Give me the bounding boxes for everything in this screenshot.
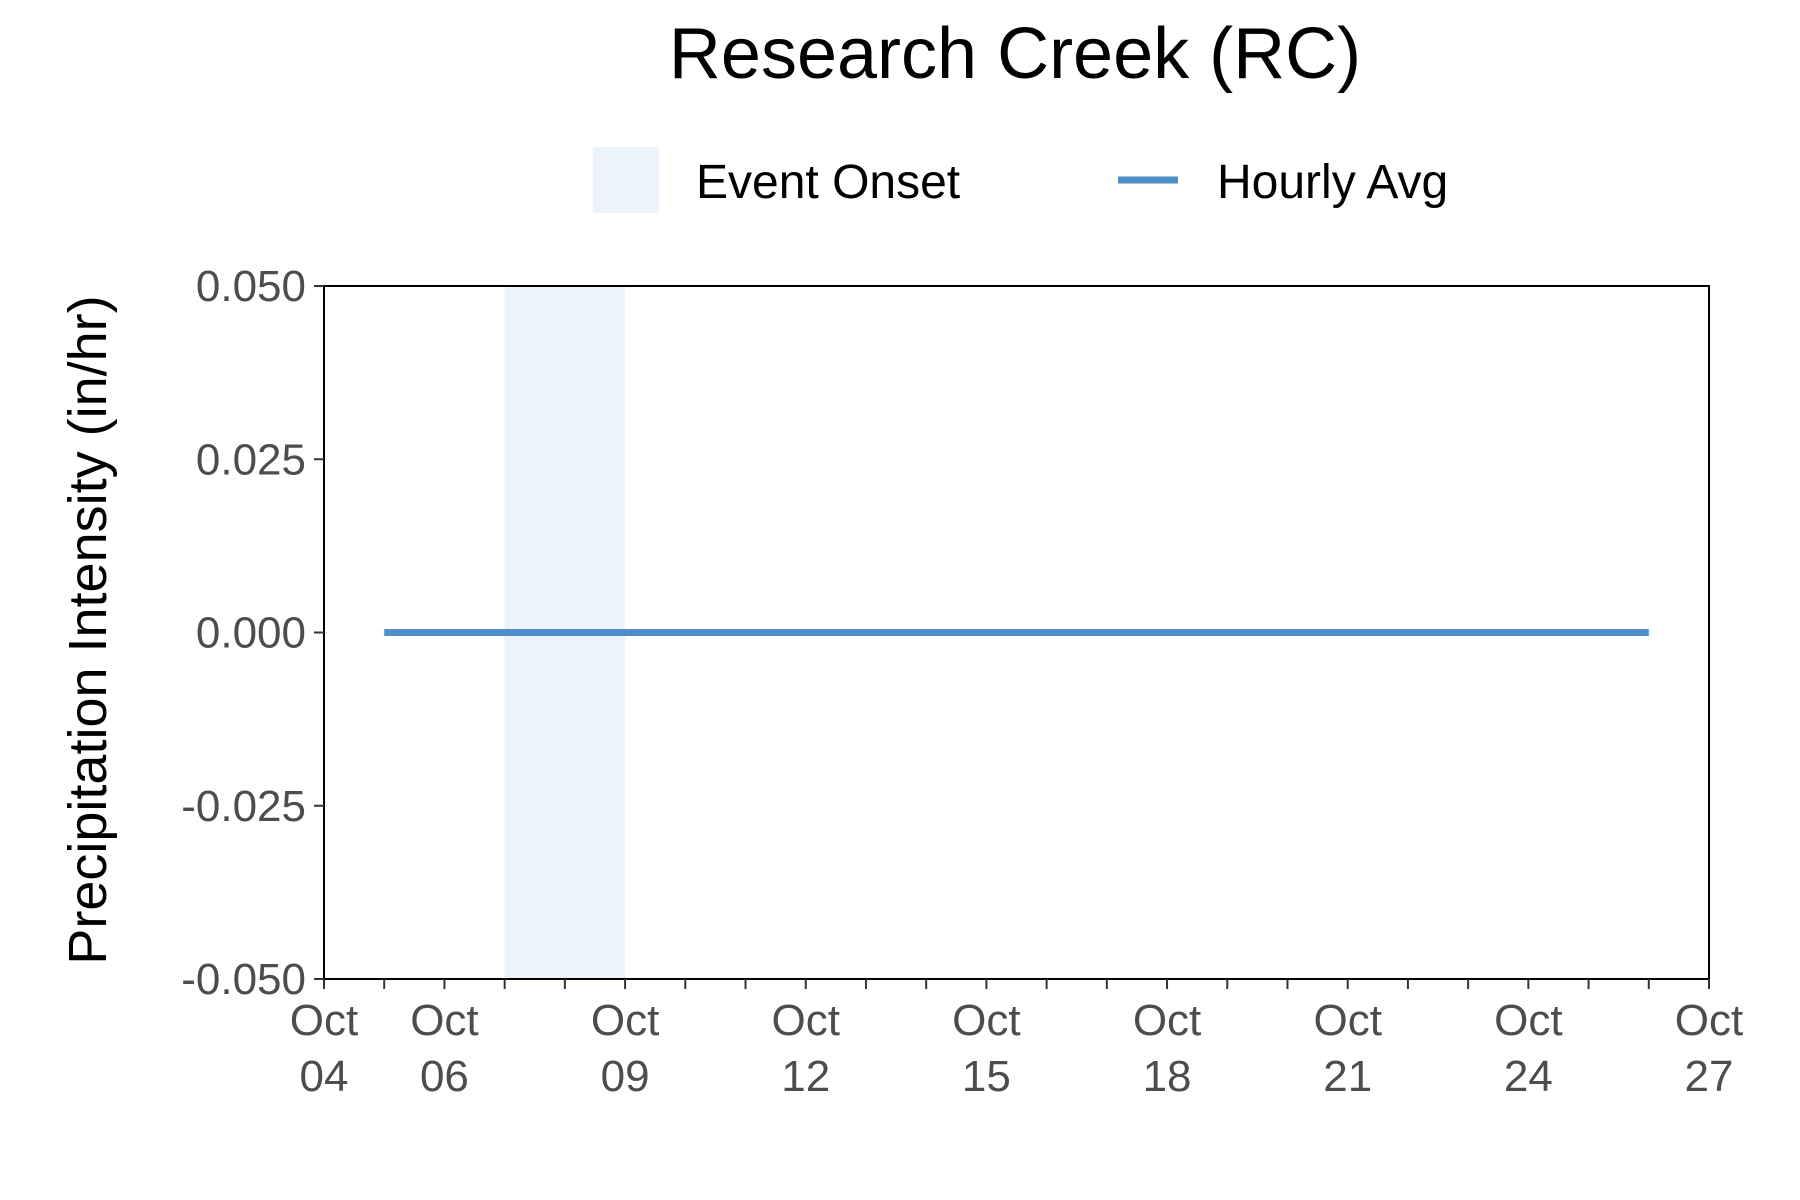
x-tick-label-month: Oct xyxy=(1133,996,1201,1045)
x-tick-label-month: Oct xyxy=(290,996,358,1045)
y-tick-label: 0.050 xyxy=(196,262,306,311)
y-axis: 0.050 0.025 0.000 -0.025 -0.050 xyxy=(181,262,324,1004)
x-tick-label-month: Oct xyxy=(1494,996,1562,1045)
x-tick-label-day: 21 xyxy=(1323,1052,1372,1101)
y-tick-label: -0.050 xyxy=(181,955,306,1004)
x-axis: Oct 04 Oct 06 Oct 09 Oct 12 Oct 15 Oct 18 Oct 21 Oct 24… xyxy=(290,979,1743,1101)
y-tick-label: 0.025 xyxy=(196,435,306,484)
x-tick-label-day: 24 xyxy=(1504,1052,1553,1101)
chart-title: Research Creek (RC) xyxy=(669,14,1361,94)
x-tick-label-day: 27 xyxy=(1685,1052,1734,1101)
x-tick-label-month: Oct xyxy=(1675,996,1743,1045)
x-tick-label-day: 06 xyxy=(420,1052,469,1101)
x-tick-label-day: 09 xyxy=(601,1052,650,1101)
legend-label-hourly-avg: Hourly Avg xyxy=(1217,156,1448,209)
y-tick-label: 0.000 xyxy=(196,609,306,658)
x-tick-label-day: 15 xyxy=(962,1052,1011,1101)
y-axis-label: Precipitation Intensity (in/hr) xyxy=(58,295,118,964)
x-tick-label-month: Oct xyxy=(1313,996,1381,1045)
x-tick-label-month: Oct xyxy=(772,996,840,1045)
y-tick-label: -0.025 xyxy=(181,782,306,831)
x-tick-label-month: Oct xyxy=(952,996,1020,1045)
plot-area xyxy=(323,285,1710,980)
legend-label-event-onset: Event Onset xyxy=(696,156,960,209)
x-tick-label-day: 18 xyxy=(1143,1052,1192,1101)
x-tick-label-month: Oct xyxy=(410,996,478,1045)
legend: Event Onset Hourly Avg xyxy=(593,147,1448,213)
x-tick-label-day: 12 xyxy=(781,1052,830,1101)
x-tick-label-day: 04 xyxy=(300,1052,349,1101)
x-tick-label-month: Oct xyxy=(591,996,659,1045)
legend-key-event-onset xyxy=(593,147,659,213)
